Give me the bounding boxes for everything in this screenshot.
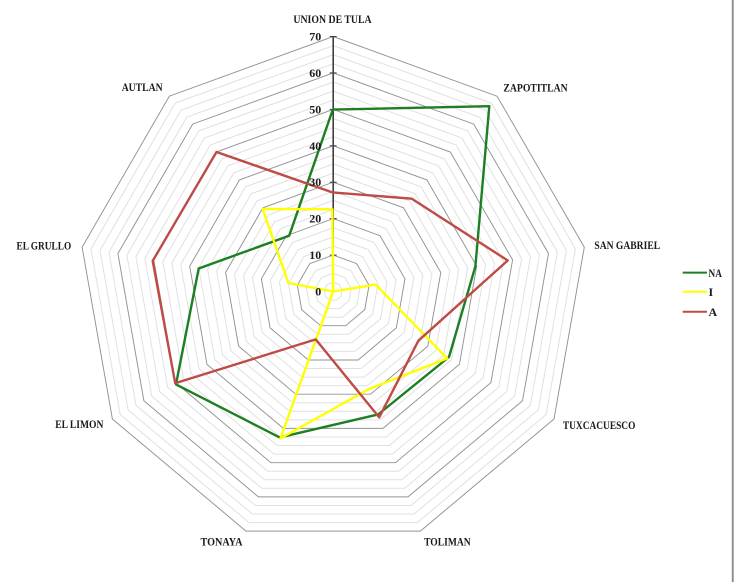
svg-text:40: 40 <box>309 139 321 153</box>
svg-text:TONAYA: TONAYA <box>201 535 243 549</box>
svg-text:10: 10 <box>309 248 321 262</box>
svg-text:A: A <box>709 305 718 319</box>
svg-text:NA: NA <box>709 266 723 280</box>
svg-text:TUXCACUESCO: TUXCACUESCO <box>563 418 636 432</box>
svg-text:SAN GABRIEL: SAN GABRIEL <box>594 238 660 252</box>
svg-text:60: 60 <box>309 66 321 80</box>
svg-text:50: 50 <box>309 102 321 116</box>
svg-text:30: 30 <box>309 175 321 189</box>
svg-text:20: 20 <box>309 212 321 226</box>
svg-text:UNION DE TULA: UNION DE TULA <box>293 12 371 26</box>
svg-text:I: I <box>709 285 714 299</box>
svg-text:TOLIMAN: TOLIMAN <box>424 535 471 549</box>
svg-text:EL LIMON: EL LIMON <box>55 417 103 431</box>
svg-text:EL GRULLO: EL GRULLO <box>17 238 72 252</box>
svg-text:70: 70 <box>309 30 321 44</box>
svg-text:ZAPOTITLAN: ZAPOTITLAN <box>503 80 568 94</box>
svg-text:0: 0 <box>315 285 321 299</box>
svg-text:AUTLAN: AUTLAN <box>122 80 163 94</box>
